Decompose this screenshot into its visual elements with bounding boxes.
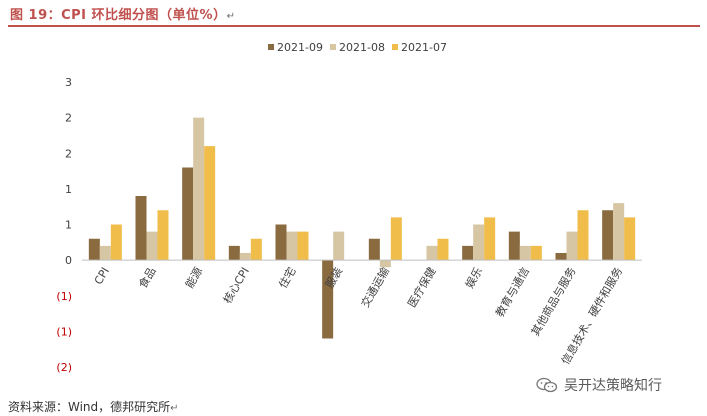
bar-2021-08-10 [566,231,578,261]
watermark-text: 吴开达策略知行 [564,378,662,394]
bar-2021-07-0 [110,224,122,261]
bar-2021-09-4 [275,224,287,261]
legend-label-2021-09: 2021-09 [277,41,323,54]
return-mark: ↵ [226,11,236,22]
bar-2021-09-6 [368,238,380,261]
bar-2021-09-9 [508,231,520,261]
legend: 2021-09 2021-08 2021-07 [268,41,447,54]
bar-2021-07-10 [577,210,589,261]
figure-title-text: 图 19：CPI 环比细分图（单位%） [10,8,227,23]
y-tick-label: 0 [65,254,72,267]
y-tick-label: 2 [65,147,72,160]
y-tick-label: (1) [56,325,72,338]
bar-2021-07-7 [437,238,449,261]
watermark: 吴开达策略知行 [536,375,706,395]
x-tick-label: 其他商品与服务 [528,265,579,339]
bar-2021-08-0 [99,245,111,261]
bar-2021-07-1 [157,210,169,261]
bars [88,117,636,339]
bar-2021-08-11 [613,203,625,261]
legend-label-2021-08: 2021-08 [339,41,385,54]
bar-2021-09-8 [462,245,474,261]
y-tick-label: (1) [56,290,72,303]
bar-2021-07-4 [297,231,309,261]
legend-label-2021-07: 2021-07 [401,41,447,54]
bar-2021-07-8 [484,217,496,261]
bar-2021-09-2 [182,167,194,261]
cpi-breakdown-chart: 2021-09 2021-08 2021-07 3 2 2 1 1 0 (1) (1) (2) CP… [56,41,642,374]
bar-2021-07-6 [390,217,402,261]
bar-2021-07-11 [624,217,636,261]
x-tick-label: 医疗保健 [404,265,438,310]
bar-2021-07-3 [250,238,262,261]
y-tick-label: 1 [65,183,72,196]
x-tick-label: CPI [92,265,112,287]
bar-2021-08-7 [426,245,438,261]
title-rule [8,25,700,27]
bar-2021-07-2 [204,146,216,261]
bar-2021-08-2 [193,117,205,261]
x-tick-label: 食品 [135,265,158,291]
legend-swatch-2021-09 [268,44,274,50]
bar-2021-08-1 [146,231,158,261]
bar-2021-09-10 [555,253,567,261]
bar-2021-09-0 [88,238,100,261]
bar-2021-09-11 [602,210,614,261]
figure-title: 图 19：CPI 环比细分图（单位%）↵ [10,4,700,24]
y-tick-label: (2) [56,361,72,374]
bar-2021-09-3 [228,245,240,261]
source-note: 资料来源：Wind，德邦研究所↵ [8,398,428,414]
bar-2021-08-4 [286,231,298,261]
wechat-icon [536,377,558,393]
bar-2021-08-5 [333,231,345,261]
x-tick-label: 交通运输 [358,265,392,310]
bar-2021-09-5 [322,260,334,339]
x-tick-label: 住宅 [275,265,298,291]
bar-2021-09-1 [135,196,147,261]
bar-2021-08-8 [473,224,485,261]
bar-2021-07-9 [530,245,542,261]
y-axis: 3 2 2 1 1 0 (1) (1) (2) [56,76,72,374]
source-text: 资料来源：Wind，德邦研究所 [8,400,171,414]
bar-2021-08-3 [239,253,251,261]
footer-return-mark: ↵ [170,403,179,414]
bar-2021-08-9 [519,245,531,261]
x-tick-label: 教育与通信 [492,265,532,320]
x-tick-label: 能源 [182,265,205,291]
legend-swatch-2021-08 [330,44,336,50]
y-tick-label: 3 [65,76,72,89]
y-tick-label: 2 [65,112,72,125]
x-tick-label: 核心CPI [220,265,252,306]
legend-swatch-2021-07 [392,44,398,50]
y-tick-label: 1 [65,219,72,232]
bar-2021-08-6 [379,260,391,268]
x-tick-label: 娱乐 [462,265,485,291]
x-axis: CPI 食品 能源 核心CPI 住宅 服装 交通运输 医疗保健 娱乐 教育与通信其他商品与服务信息… [82,259,642,367]
